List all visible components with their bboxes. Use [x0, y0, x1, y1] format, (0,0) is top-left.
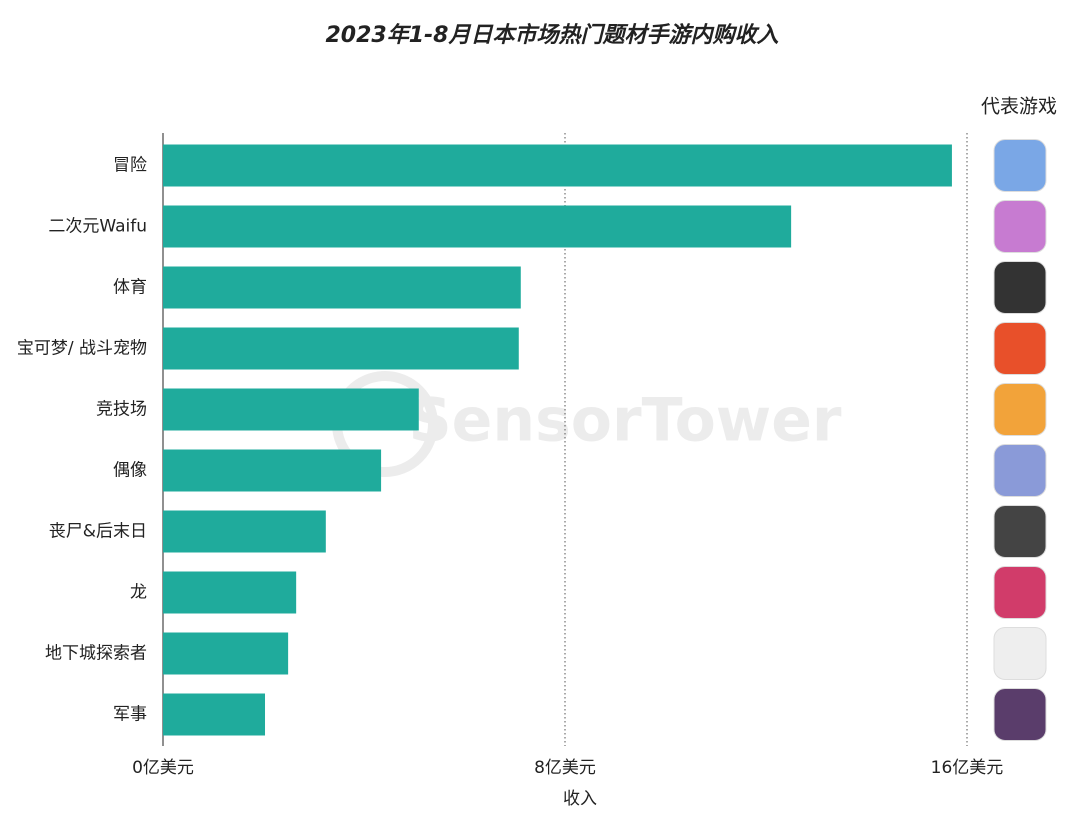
y-tick-label: 二次元Waifu [48, 217, 147, 237]
y-tick-label: 竞技场 [96, 400, 147, 420]
bar [163, 266, 521, 309]
x-axis-title: 收入 [563, 789, 597, 809]
watermark: SensorTower [408, 386, 841, 456]
x-tick-label: 0亿美元 [132, 758, 194, 778]
bar [163, 449, 382, 492]
bar [163, 571, 297, 614]
game-icon [993, 200, 1047, 253]
game-icon [993, 139, 1047, 192]
bar [163, 327, 519, 370]
y-tick-label: 偶像 [113, 461, 147, 481]
y-tick-label: 丧尸&后末日 [49, 522, 147, 542]
chart-title: 2023年1-8月日本市场热门题材手游内购收入 [326, 22, 779, 48]
side-header: 代表游戏 [981, 96, 1057, 118]
x-tick-label: 8亿美元 [534, 758, 596, 778]
bar [163, 632, 289, 675]
game-icon [993, 566, 1047, 619]
y-tick-label: 龙 [130, 583, 147, 603]
bar [163, 205, 792, 248]
y-tick-label: 冒险 [113, 156, 147, 176]
game-icon [993, 261, 1047, 314]
game-icon [993, 627, 1047, 680]
bar [163, 388, 419, 431]
game-icon [993, 688, 1047, 741]
y-tick-label: 地下城探索者 [45, 644, 147, 664]
game-icon [993, 322, 1047, 375]
x-tick-label: 16亿美元 [931, 758, 1004, 778]
bar [163, 510, 326, 553]
y-tick-label: 军事 [113, 705, 147, 725]
game-icon [993, 505, 1047, 558]
y-tick-label: 宝可梦/ 战斗宠物 [17, 339, 147, 359]
game-icon [993, 444, 1047, 497]
y-tick-label: 体育 [113, 278, 147, 298]
bar [163, 693, 266, 736]
bar [163, 144, 952, 187]
game-icon [993, 383, 1047, 436]
